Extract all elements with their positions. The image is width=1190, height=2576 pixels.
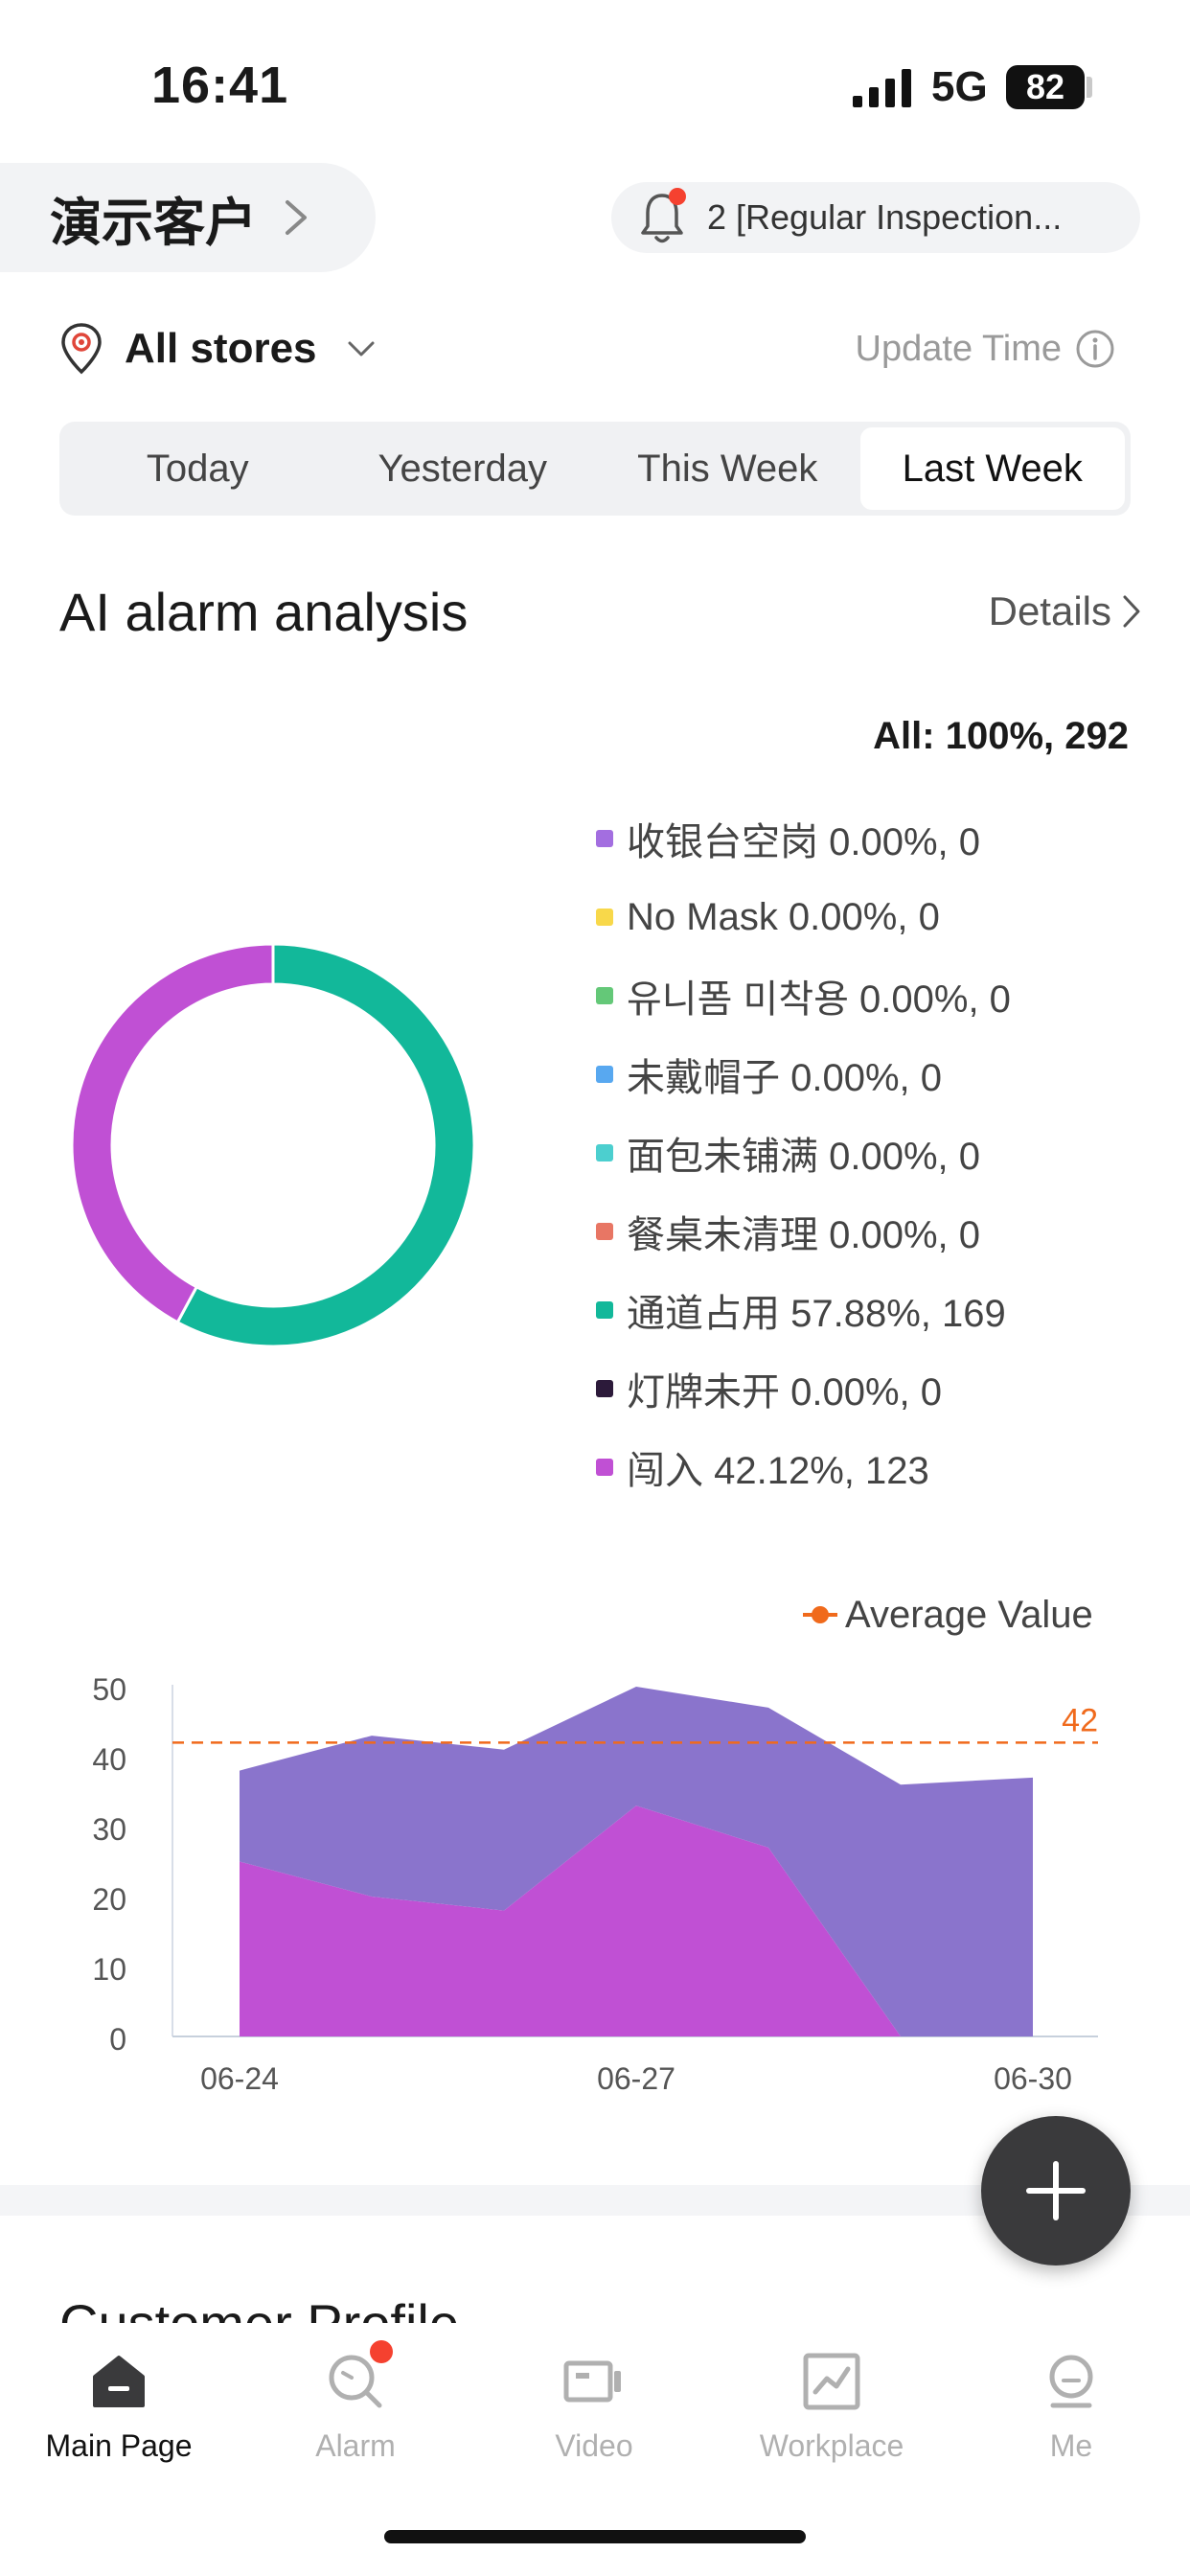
legend-item: 面包未铺满 0.00%, 0	[596, 1114, 1011, 1192]
legend-label: 闯入 42.12%, 123	[627, 1450, 929, 1492]
add-button[interactable]	[981, 2116, 1131, 2266]
alarm-search-icon	[324, 2340, 393, 2413]
legend-swatch	[596, 1459, 613, 1476]
donut-slice	[70, 942, 275, 1324]
tab-label: Me	[1049, 2428, 1093, 2463]
legend-label: 面包未铺满 0.00%, 0	[627, 1136, 981, 1178]
plus-icon	[1026, 2161, 1086, 2220]
section-title-customer-profile: Customer Profile	[59, 2293, 460, 2327]
tab-label: Main Page	[45, 2428, 193, 2463]
legend-label: 通道占用 57.88%, 169	[627, 1293, 1006, 1335]
legend-swatch	[596, 1380, 613, 1397]
account-name: 演示客户	[50, 194, 257, 252]
legend-swatch	[596, 830, 613, 847]
legend-item: No Mask 0.00%, 0	[596, 878, 1011, 956]
date-range-tabs: Today Yesterday This Week Last Week	[59, 422, 1131, 516]
home-icon	[93, 2356, 145, 2407]
tab-video[interactable]: Video	[498, 2350, 690, 2464]
notification-text: 2 [Regular Inspection...	[707, 197, 1063, 237]
status-time: 16:41	[151, 57, 289, 114]
section-title-alarm: AI alarm analysis	[59, 582, 469, 642]
x-tick-label: 06-30	[994, 2061, 1072, 2096]
battery-indicator: 82	[1006, 65, 1085, 109]
legend-item: 闯入 42.12%, 123	[596, 1428, 1011, 1506]
y-tick-label: 30	[92, 1812, 126, 1847]
x-tick-label: 06-27	[597, 2061, 675, 2096]
alarm-badge	[370, 2340, 393, 2363]
tab-main-page[interactable]: Main Page	[23, 2350, 215, 2464]
legend-item: 餐桌未清理 0.00%, 0	[596, 1192, 1011, 1271]
tab-me[interactable]: Me	[975, 2350, 1167, 2464]
legend-average-label: Average Value	[845, 1594, 1093, 1636]
notification-pill[interactable]: 2 [Regular Inspection...	[611, 182, 1140, 253]
legend-item: 유니폼 미착용 0.00%, 0	[596, 956, 1011, 1035]
video-icon	[563, 2360, 621, 2403]
chevron-down-icon	[348, 341, 375, 356]
area-series	[240, 1687, 1033, 2036]
chart-legend: 收银台空岗 0.00%, 0 No Mask 0.00%, 0 유니폼 미착용 …	[596, 799, 1011, 1506]
chevron-right-icon	[286, 200, 307, 235]
status-bar: 16:41 5G 82	[0, 0, 1190, 144]
legend-swatch	[596, 1066, 613, 1083]
x-tick-label: 06-24	[200, 2061, 279, 2096]
workplace-chart-icon	[803, 2353, 860, 2410]
user-icon	[1049, 2355, 1093, 2408]
legend-label: 收银台空岗 0.00%, 0	[627, 821, 981, 863]
details-label: Details	[988, 588, 1111, 633]
legend-label: No Mask 0.00%, 0	[627, 895, 940, 938]
details-link[interactable]: Details	[989, 588, 1142, 634]
y-tick-label: 0	[109, 2022, 126, 2057]
account-switcher[interactable]: 演示客户	[0, 163, 376, 272]
update-time[interactable]: Update Time	[856, 322, 1115, 376]
legend-swatch	[596, 1301, 613, 1319]
store-selector[interactable]: All stores	[59, 318, 377, 380]
legend-label: 餐桌未清理 0.00%, 0	[627, 1214, 981, 1256]
location-pin-icon	[61, 323, 102, 375]
tab-label: Video	[555, 2428, 633, 2463]
y-tick-label: 40	[92, 1742, 126, 1777]
battery-tip	[1087, 77, 1092, 98]
legend-swatch	[596, 987, 613, 1004]
y-tick-label: 20	[92, 1882, 126, 1917]
notification-badge	[669, 188, 686, 205]
home-indicator	[384, 2530, 806, 2543]
store-label: All stores	[125, 325, 317, 372]
tab-workplace[interactable]: Workplace	[736, 2350, 927, 2464]
legend-swatch	[596, 908, 613, 926]
signal-icon	[853, 69, 911, 107]
network-label: 5G	[931, 63, 988, 110]
legend-item: 灯牌未开 0.00%, 0	[596, 1349, 1011, 1428]
legend-label: 유니폼 미착용 0.00%, 0	[627, 978, 1011, 1021]
area-series	[240, 1806, 1033, 2036]
legend-label: 未戴帽子 0.00%, 0	[627, 1057, 943, 1099]
tab-alarm[interactable]: Alarm	[260, 2340, 451, 2464]
bell-icon	[640, 188, 686, 245]
update-time-label: Update Time	[855, 328, 1062, 369]
legend-swatch	[596, 1223, 613, 1240]
tab-today[interactable]: Today	[146, 447, 249, 490]
tab-last-week[interactable]: Last Week	[859, 427, 1125, 510]
tab-label: Workplace	[759, 2428, 904, 2463]
chevron-right-icon	[1123, 595, 1140, 628]
legend-label: 灯牌未开 0.00%, 0	[627, 1371, 943, 1414]
tab-yesterday[interactable]: Yesterday	[378, 447, 547, 490]
donut-slice	[175, 942, 476, 1348]
y-tick-label: 50	[92, 1672, 126, 1707]
tab-label: Alarm	[315, 2428, 396, 2463]
tab-this-week[interactable]: This Week	[637, 447, 818, 490]
legend-total: All: 100%, 292	[873, 715, 1129, 757]
info-icon	[1076, 330, 1114, 368]
legend-item: 未戴帽子 0.00%, 0	[596, 1035, 1011, 1114]
y-tick-label: 10	[92, 1952, 126, 1987]
donut-chart	[70, 942, 476, 1348]
legend-item: 通道占用 57.88%, 169	[596, 1271, 1011, 1349]
legend-swatch	[596, 1144, 613, 1162]
average-value-label: 42	[1062, 1702, 1098, 1738]
trend-area-chart: 0 10 20 30 40 50 42 06-24 06-27 06-30 Average Valu…	[92, 1594, 1098, 2096]
legend-item: 收银台空岗 0.00%, 0	[596, 799, 1011, 878]
legend-average-marker	[812, 1606, 829, 1623]
